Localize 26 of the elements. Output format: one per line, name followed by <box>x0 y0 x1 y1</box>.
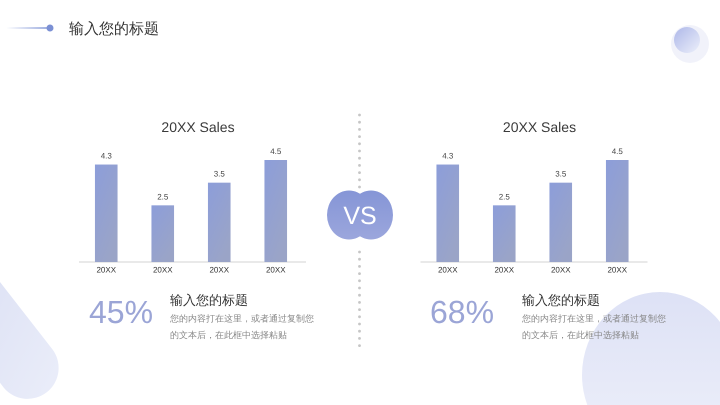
x-tick-label: 20XX <box>438 266 458 274</box>
data-label: 4.5 <box>270 147 282 156</box>
x-tick-label: 20XX <box>96 266 116 274</box>
annotation: 68% <box>430 294 494 330</box>
data-label: 4.3 <box>100 152 112 161</box>
x-tick-label: 20XX <box>209 266 230 274</box>
data-label: 2.5 <box>498 192 510 202</box>
data-label: 2.5 <box>157 192 168 202</box>
chart-title: 20XX Sales <box>502 119 576 135</box>
annotation: 您的内容打在这里，或者通过复制您的文本后，在此框中选择粘贴 <box>522 314 666 340</box>
x-tick-label: 20XX <box>550 266 571 274</box>
title: 输入您的标题 <box>170 292 248 308</box>
x-tick-label: 20XX <box>152 266 173 274</box>
annotation: 您的内容打在这里，或者通过复制您的文本后，在此框中选择粘贴 <box>170 314 314 340</box>
x-tick-label: 20XX <box>607 266 628 274</box>
chart-title: 20XX Sales <box>161 119 235 135</box>
x-tick-label: 20XX <box>494 266 514 274</box>
data-label: 3.5 <box>555 170 566 179</box>
data-label: 3.5 <box>214 170 225 179</box>
title: 输入您的标题 <box>69 20 159 38</box>
data-label: 4.5 <box>612 147 623 156</box>
annotation: 45% <box>89 294 154 330</box>
x-tick-label: 20XX <box>266 266 286 274</box>
data-label: 4.3 <box>442 152 454 161</box>
annotation: VS <box>343 202 377 230</box>
title: 输入您的标题 <box>522 292 600 308</box>
